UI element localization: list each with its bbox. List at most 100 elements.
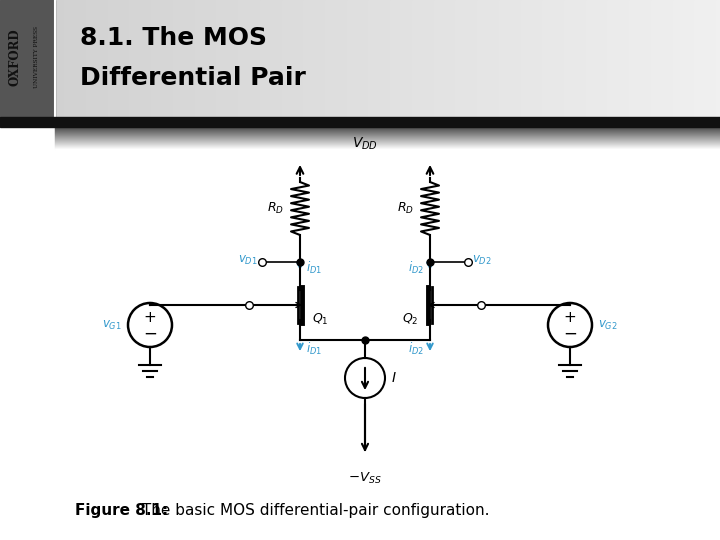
Bar [433,0,434,117]
Bar [290,0,291,117]
Bar [118,0,119,117]
Bar [446,0,447,117]
Bar [639,0,640,117]
Bar [583,0,584,117]
Bar [405,0,406,117]
Bar [354,0,355,117]
Bar [449,0,450,117]
Bar [610,0,611,117]
Bar [55,139,720,140]
Bar [432,0,433,117]
Bar [472,0,473,117]
Bar [309,0,310,117]
Bar [597,0,598,117]
Bar [55,141,720,142]
Bar [480,0,481,117]
Bar [390,0,391,117]
Bar [632,0,633,117]
Bar [675,0,676,117]
Bar [110,0,111,117]
Bar [133,0,134,117]
Bar [534,0,535,117]
Bar [520,0,521,117]
Bar [579,0,580,117]
Bar [493,0,494,117]
Bar [185,0,186,117]
Bar [190,0,191,117]
Bar [471,0,472,117]
Bar [564,0,565,117]
Bar [115,0,116,117]
Bar [395,0,396,117]
Bar [83,0,84,117]
Text: OXFORD: OXFORD [9,28,22,86]
Bar [60,0,61,117]
Bar [301,0,302,117]
Bar [307,0,308,117]
Bar [293,0,294,117]
Bar [0,0,55,117]
Bar [127,0,128,117]
Bar [393,0,394,117]
Bar [402,0,403,117]
Bar [349,0,350,117]
Bar [586,0,587,117]
Bar [278,0,279,117]
Text: Differential Pair: Differential Pair [80,66,306,90]
Bar [711,0,712,117]
Bar [371,0,372,117]
Bar [215,0,216,117]
Bar [147,0,148,117]
Bar [362,0,363,117]
Bar [62,0,63,117]
Bar [107,0,108,117]
Bar [131,0,132,117]
Bar [372,0,373,117]
Bar [255,0,256,117]
Bar [340,0,341,117]
Bar [241,0,242,117]
Text: $i_{D2}$: $i_{D2}$ [408,260,424,276]
Bar [124,0,125,117]
Bar [9,0,10,117]
Bar [143,0,144,117]
Bar [535,0,536,117]
Bar [398,0,399,117]
Bar [470,0,471,117]
Bar [570,0,571,117]
Bar [417,0,418,117]
Bar [419,0,420,117]
Bar [431,0,432,117]
Bar [44,0,45,117]
Bar [558,0,559,117]
Bar [409,0,410,117]
Bar [568,0,569,117]
Bar [14,0,15,117]
Bar [130,0,131,117]
Bar [413,0,414,117]
Bar [267,0,268,117]
Bar [97,0,98,117]
Bar [454,0,455,117]
Bar [66,0,67,117]
Bar [653,0,654,117]
Text: $-V_{SS}$: $-V_{SS}$ [348,471,382,486]
Bar [186,0,187,117]
Bar [704,0,705,117]
Bar [401,0,402,117]
Bar [437,0,438,117]
Bar [35,0,36,117]
Bar [203,0,204,117]
Bar [214,0,215,117]
Bar [275,0,276,117]
Bar [39,0,40,117]
Bar [428,0,429,117]
Bar [330,0,331,117]
Bar [516,0,517,117]
Bar [49,0,50,117]
Bar [93,0,94,117]
Bar [482,0,483,117]
Bar [400,0,401,117]
Bar [590,0,591,117]
Bar [158,0,159,117]
